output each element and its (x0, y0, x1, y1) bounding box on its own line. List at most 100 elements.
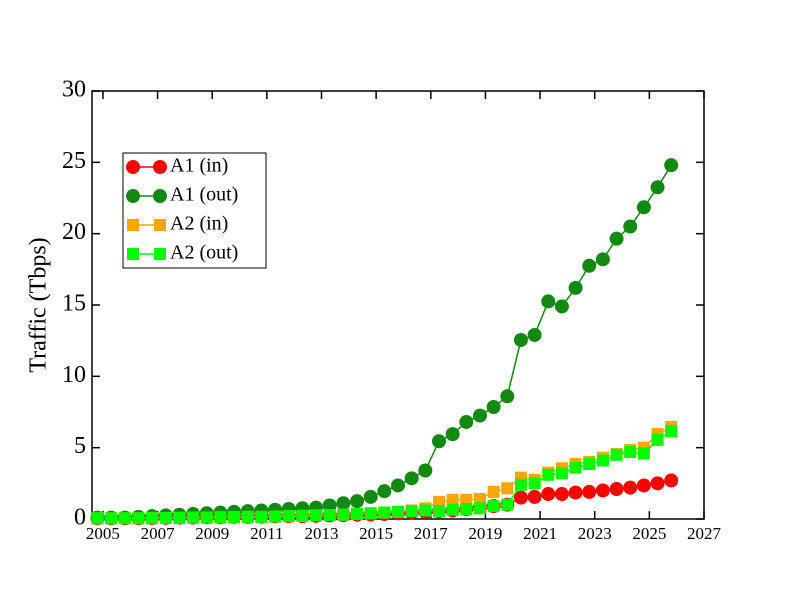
data-point (665, 425, 678, 438)
data-point (609, 482, 624, 497)
data-point (569, 461, 582, 474)
legend-marker (127, 248, 139, 260)
y-tick-label: 10 (62, 362, 86, 388)
data-point (187, 511, 200, 524)
data-point (337, 508, 350, 521)
data-point (664, 158, 679, 173)
y-tick-label: 30 (62, 77, 86, 103)
x-tick-label: 2011 (250, 524, 283, 543)
data-point (624, 445, 637, 458)
data-point (418, 463, 433, 478)
data-point (460, 503, 473, 516)
y-tick-label: 0 (74, 505, 86, 531)
data-point (595, 483, 610, 498)
data-point (487, 485, 500, 498)
data-point (501, 482, 514, 495)
data-point (636, 478, 651, 493)
y-axis-label: Traffic (Tbps) (26, 237, 52, 372)
legend-marker (154, 248, 166, 260)
data-point (323, 509, 336, 522)
x-tick-label: 2013 (305, 524, 339, 543)
x-tick-label: 2023 (578, 524, 612, 543)
data-point (582, 484, 597, 499)
data-point (363, 489, 378, 504)
y-tick-label: 25 (62, 148, 86, 174)
data-point (555, 467, 568, 480)
data-point (445, 427, 460, 442)
legend-marker (126, 189, 140, 203)
data-point (118, 512, 131, 525)
data-point (527, 327, 542, 342)
legend-label: A2 (in) (170, 213, 228, 235)
data-point (568, 485, 583, 500)
data-point (554, 299, 569, 314)
data-point (664, 473, 679, 488)
data-point (350, 494, 365, 509)
data-point (541, 294, 556, 309)
data-point (322, 498, 337, 513)
y-tick-label: 15 (62, 291, 86, 317)
data-point (173, 511, 186, 524)
legend-marker (127, 219, 139, 231)
data-point (377, 484, 392, 499)
data-point (554, 487, 569, 502)
data-point (542, 468, 555, 481)
data-point (241, 510, 254, 523)
legend-marker (154, 219, 166, 231)
data-point (404, 471, 419, 486)
x-tick-label: 2021 (523, 524, 557, 543)
data-point (91, 512, 104, 525)
data-point (623, 480, 638, 495)
data-point (228, 511, 241, 524)
data-point (378, 506, 391, 519)
x-tick-label: 2005 (86, 524, 120, 543)
data-point (200, 511, 213, 524)
data-point (472, 408, 487, 423)
data-point (528, 477, 541, 490)
data-point (473, 493, 486, 506)
data-point (514, 478, 527, 491)
data-point (336, 496, 351, 511)
data-point (583, 458, 596, 471)
data-point (364, 507, 377, 520)
data-point (636, 200, 651, 215)
data-point (146, 512, 159, 525)
legend-marker (153, 160, 167, 174)
data-point (392, 505, 404, 518)
legend-box (122, 152, 267, 269)
data-point (650, 180, 665, 195)
data-point (486, 400, 501, 415)
data-point (214, 511, 227, 524)
legend-marker (126, 160, 140, 174)
data-point (473, 502, 486, 515)
data-point (541, 487, 556, 502)
legend-marker (153, 189, 167, 203)
data-point (132, 512, 145, 525)
series-line (97, 430, 672, 520)
data-point (351, 508, 364, 521)
series-line (97, 426, 672, 520)
data-point (159, 512, 172, 525)
x-tick-label: 2009 (195, 524, 229, 543)
data-point (610, 448, 623, 461)
x-tick-label: 2019 (468, 524, 502, 543)
x-tick-label: 2027 (687, 524, 722, 543)
data-point (405, 505, 418, 518)
y-tick-label: 5 (74, 433, 86, 459)
data-point (419, 504, 432, 517)
data-point (609, 231, 624, 246)
legend-label: A2 (out) (170, 242, 238, 264)
x-tick-label: 2007 (141, 524, 176, 543)
data-point (487, 500, 500, 513)
data-point (255, 510, 268, 523)
y-tick-label: 20 (62, 219, 86, 245)
data-point (431, 434, 446, 449)
data-point (623, 219, 638, 234)
data-point (651, 433, 664, 446)
data-point (296, 509, 309, 522)
x-tick-label: 2015 (359, 524, 393, 543)
data-point (501, 498, 514, 511)
data-point (105, 512, 118, 525)
data-point (595, 252, 610, 267)
